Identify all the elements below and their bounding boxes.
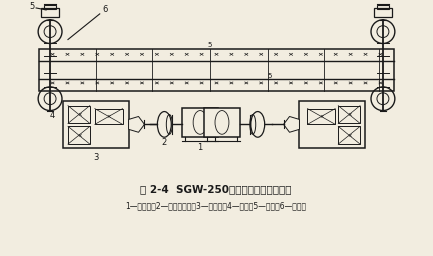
- Text: 1—电动机；2—液力联轴器；3—减速器；4—链轮；5—盲轴；6—刮板链: 1—电动机；2—液力联轴器；3—减速器；4—链轮；5—盲轴；6—刮板链: [126, 202, 307, 211]
- Bar: [68, 126, 90, 144]
- Text: 6: 6: [102, 5, 107, 14]
- Text: 图 2-4  SGW-250型刮板输送机传动系统: 图 2-4 SGW-250型刮板输送机传动系统: [140, 185, 292, 195]
- Bar: [63, 101, 129, 148]
- Text: ×: ×: [347, 112, 352, 117]
- Text: 4: 4: [49, 111, 55, 120]
- Text: ×: ×: [107, 114, 111, 119]
- Bar: [338, 126, 360, 144]
- Bar: [307, 109, 335, 124]
- Text: 5: 5: [208, 42, 212, 48]
- Bar: [41, 8, 59, 17]
- Bar: [300, 101, 365, 148]
- Bar: [95, 109, 123, 124]
- Bar: [39, 49, 394, 91]
- Bar: [44, 5, 56, 9]
- Bar: [68, 106, 90, 123]
- Text: ×: ×: [78, 112, 82, 117]
- Text: ×: ×: [78, 133, 82, 138]
- Text: ×: ×: [347, 133, 352, 138]
- Text: 1: 1: [197, 143, 203, 152]
- Polygon shape: [129, 116, 145, 132]
- Polygon shape: [284, 116, 300, 132]
- Text: 2: 2: [162, 138, 167, 147]
- Text: ×: ×: [319, 114, 323, 119]
- Text: 3: 3: [93, 153, 98, 162]
- Bar: [377, 5, 389, 9]
- Bar: [374, 8, 392, 17]
- Bar: [338, 106, 360, 123]
- Bar: [182, 108, 218, 137]
- Text: 5: 5: [29, 3, 35, 12]
- Text: 5: 5: [268, 73, 272, 79]
- Bar: [204, 108, 240, 137]
